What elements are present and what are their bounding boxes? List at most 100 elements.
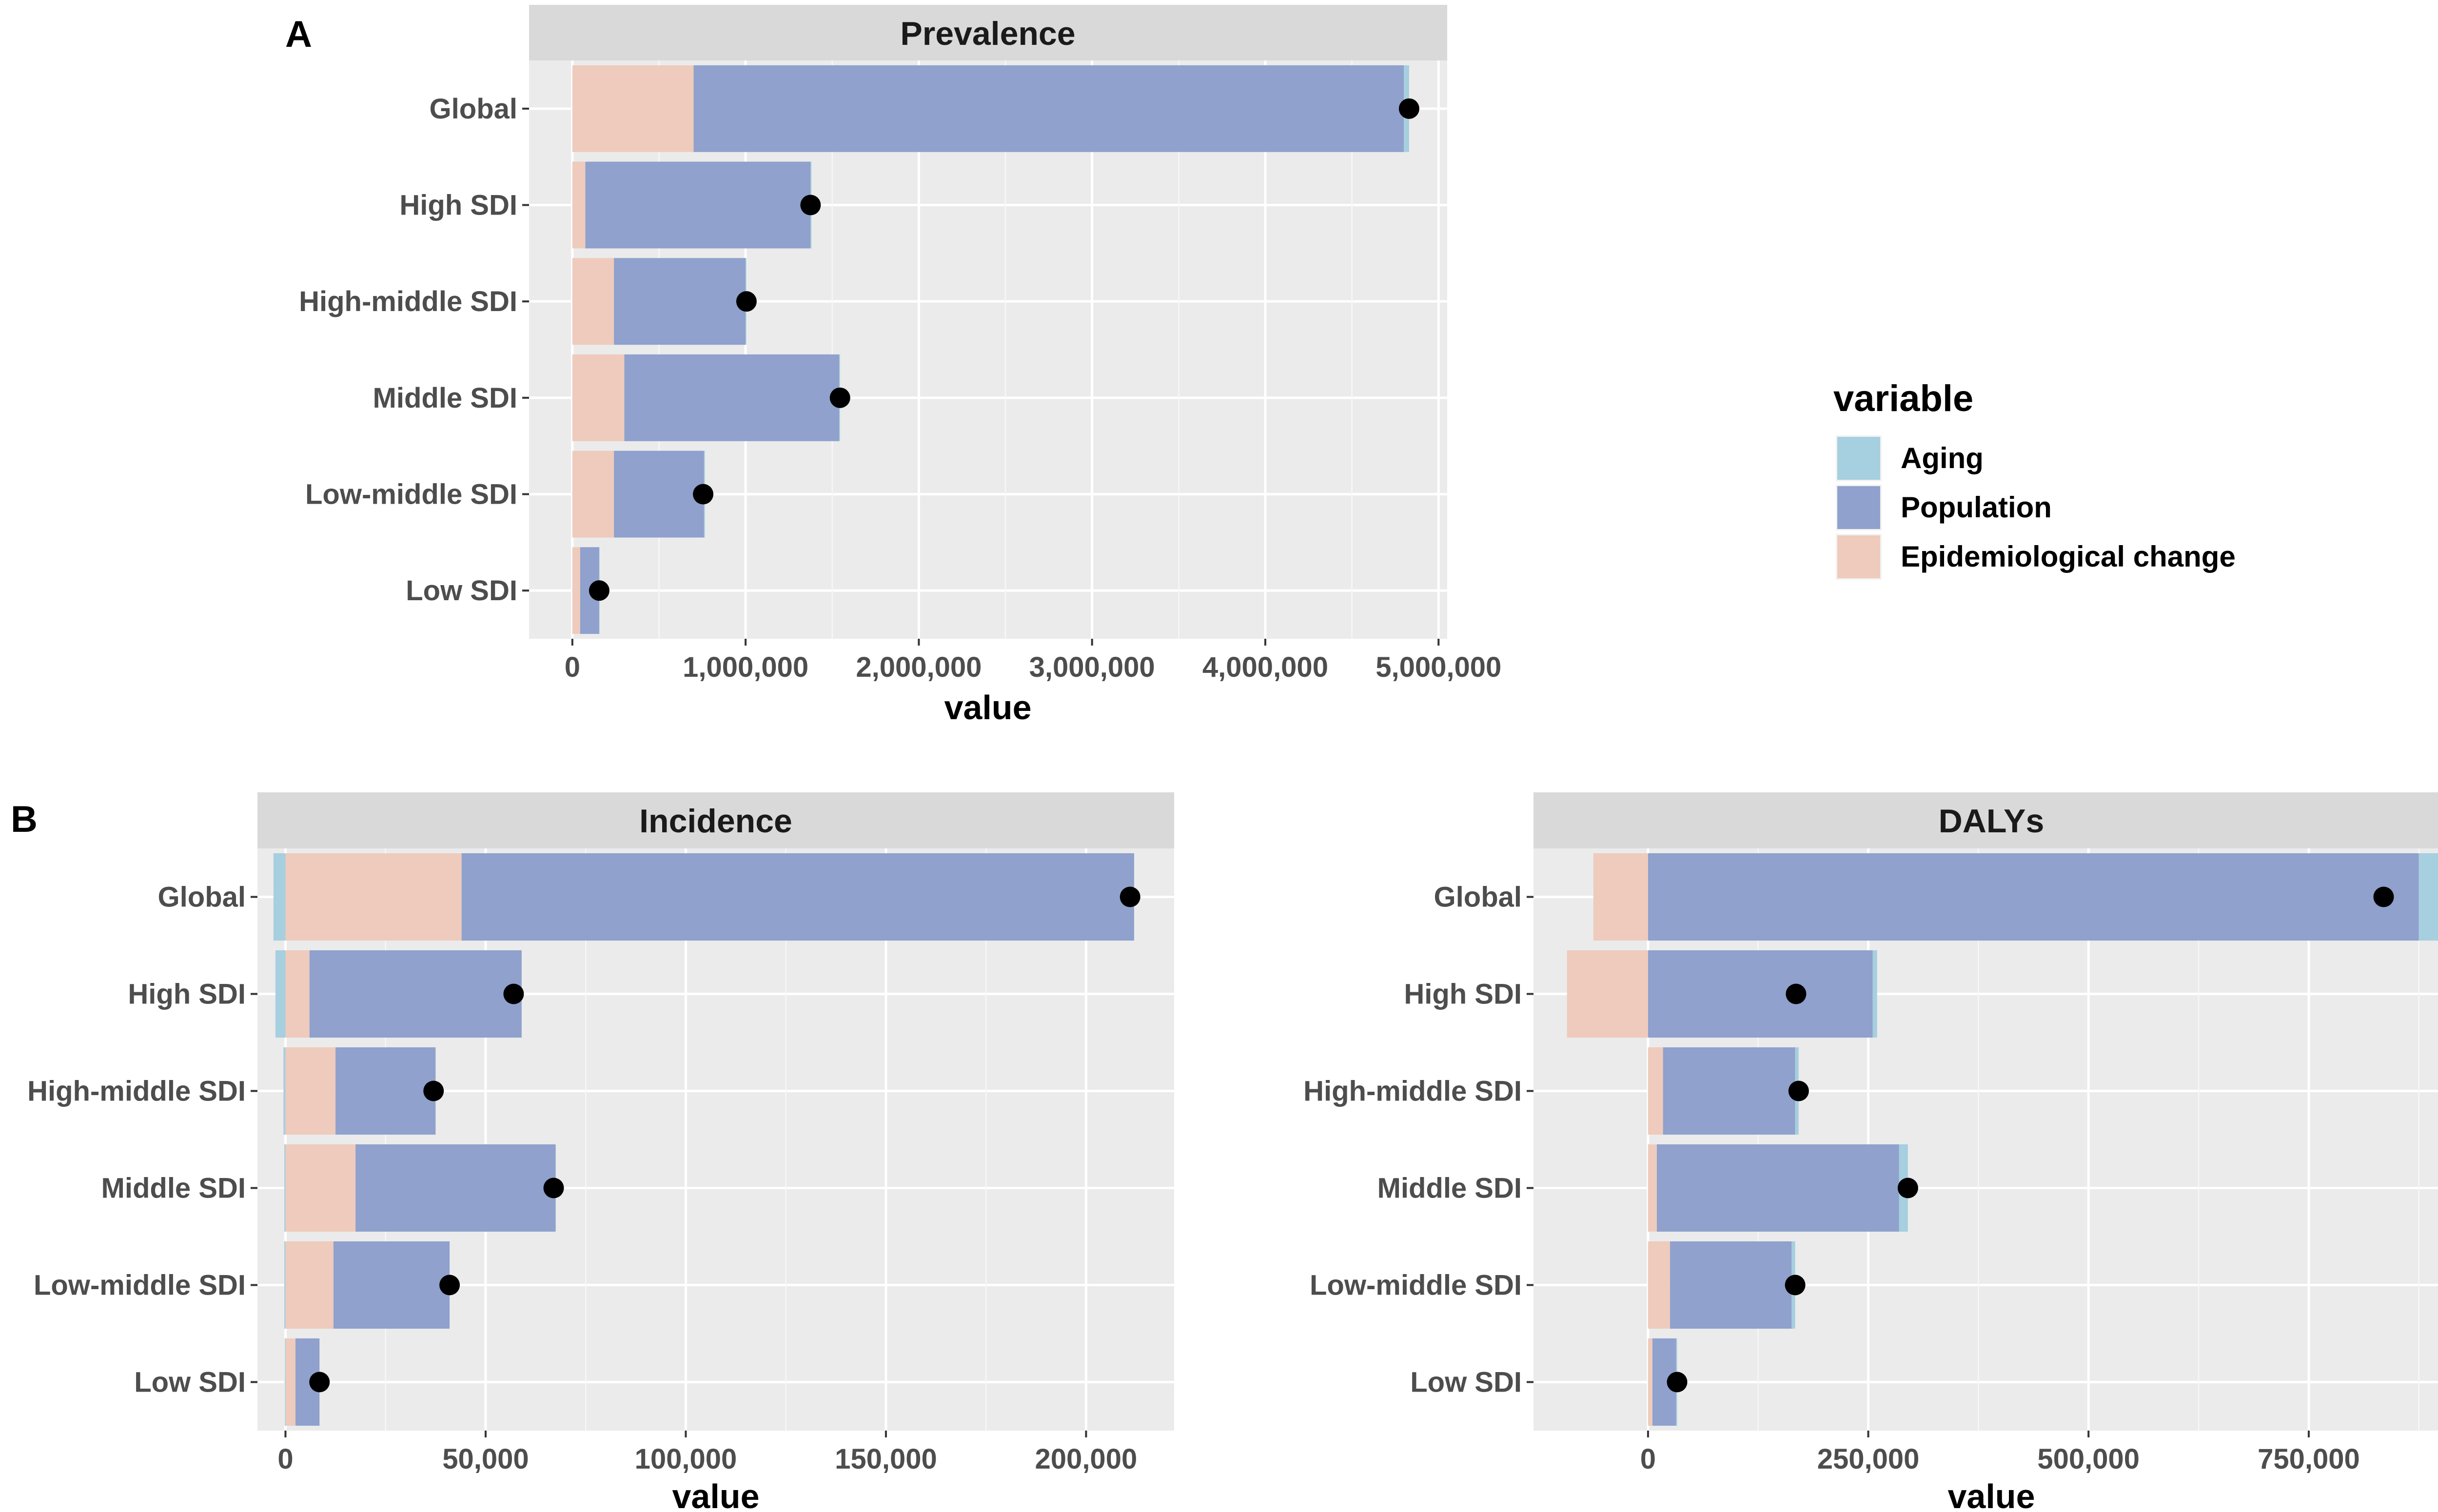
prevalence-total-point-high-middle-sdi — [736, 291, 757, 312]
legend-title: variable — [1833, 378, 1973, 419]
dalys-total-point-middle-sdi — [1897, 1178, 1918, 1198]
incidence-total-point-middle-sdi — [543, 1178, 564, 1198]
legend-swatch-aging — [1837, 437, 1880, 480]
dalys-strip — [1534, 792, 2438, 848]
dalys-bar-global-aging — [2418, 853, 2438, 941]
legend: variable Aging Population Epidemiological … — [1833, 378, 2236, 580]
legend-swatch-epidemiological-change — [1837, 535, 1880, 578]
panel-label-a: A — [285, 14, 312, 55]
dalys-total-point-global — [2373, 886, 2394, 907]
prevalence-xtick-label: 2,000,000 — [856, 651, 982, 683]
dalys-ytick-label-global: Global — [1434, 882, 1522, 913]
dalys-bar-high-sdi-epidemiological-change — [1567, 950, 1648, 1038]
incidence-title: Incidence — [639, 803, 792, 840]
prevalence-panel: Prevalence Global High SDI High-middle SDI… — [299, 5, 1501, 727]
incidence-ytick-label-high-sdi: High SDI — [128, 979, 246, 1010]
prevalence-strip — [529, 5, 1447, 60]
dalys-xtick-label: 750,000 — [2258, 1443, 2360, 1475]
incidence-ytick-label-low-middle-sdi: Low-middle SDI — [34, 1270, 246, 1301]
prevalence-ytick-label-global: Global — [430, 93, 517, 125]
prevalence-xtick-label: 4,000,000 — [1202, 651, 1328, 683]
legend-label-population: Population — [1901, 491, 2052, 524]
prevalence-xtick-label: 1,000,000 — [683, 651, 808, 683]
incidence-bar-high-sdi-epidemiological-change — [285, 950, 310, 1038]
incidence-ytick-label-global: Global — [158, 882, 246, 913]
dalys-xtick-label: 500,000 — [2037, 1443, 2140, 1475]
prevalence-total-point-middle-sdi — [829, 387, 850, 408]
incidence-x-axis-title: value — [672, 1477, 760, 1512]
dalys-bar-global-epidemiological-change — [1593, 853, 1648, 941]
incidence-bar-low-middle-sdi-aging — [284, 1241, 286, 1329]
incidence-xtick-label: 150,000 — [835, 1443, 937, 1475]
legend-swatch-population — [1837, 486, 1880, 529]
dalys-bar-low-middle-sdi-population — [1670, 1241, 1792, 1329]
incidence-total-point-low-middle-sdi — [439, 1275, 460, 1296]
prevalence-bar-high-sdi-epidemiological-change — [572, 161, 586, 249]
prevalence-bar-low-sdi-epidemiological-change — [572, 547, 580, 634]
incidence-total-point-global — [1120, 886, 1140, 907]
prevalence-ytick-label-low-middle-sdi: Low-middle SDI — [305, 479, 517, 511]
dalys-bar-high-middle-sdi-epidemiological-change — [1648, 1047, 1663, 1135]
dalys-title: DALYs — [1939, 803, 2045, 840]
dalys-plot-area — [1534, 848, 2438, 1431]
incidence-bar-middle-sdi-population — [355, 1144, 556, 1232]
incidence-bar-low-middle-sdi-epidemiological-change — [285, 1241, 334, 1329]
legend-label-epidemiological-change: Epidemiological change — [1901, 540, 2236, 573]
incidence-bar-low-sdi-epidemiological-change — [285, 1338, 295, 1426]
incidence-panel: Incidence Global High SDI High-middle SDI M… — [27, 792, 1174, 1512]
dalys-xtick-label: 250,000 — [1817, 1443, 1920, 1475]
incidence-bar-middle-sdi-epidemiological-change — [285, 1144, 356, 1232]
dalys-bar-high-sdi-population — [1648, 950, 1873, 1038]
incidence-total-point-low-sdi — [309, 1372, 330, 1393]
dalys-bar-middle-sdi-epidemiological-change — [1648, 1144, 1657, 1232]
dalys-ytick-label-high-sdi: High SDI — [1404, 979, 1522, 1010]
prevalence-x-axis-title: value — [944, 688, 1032, 727]
dalys-total-point-low-sdi — [1667, 1372, 1688, 1393]
prevalence-total-point-global — [1398, 98, 1419, 119]
legend-label-aging: Aging — [1901, 442, 1984, 474]
incidence-ytick-label-low-sdi: Low SDI — [134, 1367, 246, 1398]
incidence-bar-global-epidemiological-change — [285, 853, 462, 941]
incidence-bar-low-sdi-aging — [284, 1338, 286, 1426]
prevalence-total-point-low-middle-sdi — [693, 484, 714, 505]
prevalence-title: Prevalence — [900, 15, 1075, 52]
dalys-x-axis-title: value — [1948, 1477, 2035, 1512]
incidence-bar-high-middle-sdi-population — [335, 1047, 436, 1135]
incidence-bar-middle-sdi-aging — [284, 1144, 286, 1232]
incidence-bar-global-aging — [273, 853, 286, 941]
incidence-bar-high-sdi-aging — [275, 950, 286, 1038]
incidence-ytick-label-high-middle-sdi: High-middle SDI — [27, 1076, 246, 1107]
prevalence-ytick-label-middle-sdi: Middle SDI — [373, 382, 517, 414]
incidence-total-point-high-middle-sdi — [423, 1080, 444, 1101]
incidence-strip — [257, 792, 1174, 848]
panel-label-b: B — [11, 799, 38, 840]
prevalence-xtick-label: 0 — [565, 651, 580, 683]
incidence-bar-low-middle-sdi-population — [333, 1241, 450, 1329]
prevalence-bar-high-middle-sdi-population — [614, 258, 746, 345]
dalys-xtick-label: 0 — [1640, 1443, 1656, 1475]
prevalence-xtick-label: 5,000,000 — [1376, 651, 1501, 683]
prevalence-bar-high-middle-sdi-epidemiological-change — [572, 258, 614, 345]
incidence-xtick-label: 200,000 — [1035, 1443, 1138, 1475]
dalys-bar-middle-sdi-population — [1656, 1144, 1899, 1232]
incidence-xtick-label: 0 — [277, 1443, 293, 1475]
dalys-bar-high-middle-sdi-population — [1663, 1047, 1795, 1135]
prevalence-plot-area — [529, 60, 1447, 639]
dalys-ytick-label-middle-sdi: Middle SDI — [1377, 1173, 1522, 1204]
prevalence-bar-low-middle-sdi-epidemiological-change — [572, 451, 614, 538]
dalys-total-point-high-middle-sdi — [1788, 1080, 1809, 1101]
incidence-bar-high-sdi-population — [309, 950, 522, 1038]
prevalence-total-point-low-sdi — [589, 580, 610, 601]
dalys-bar-low-middle-sdi-epidemiological-change — [1648, 1241, 1671, 1329]
prevalence-ytick-label-high-middle-sdi: High-middle SDI — [299, 286, 517, 317]
prevalence-ytick-label-high-sdi: High SDI — [399, 190, 517, 221]
dalys-bar-low-sdi-epidemiological-change — [1648, 1338, 1652, 1426]
dalys-total-point-low-middle-sdi — [1785, 1275, 1806, 1296]
prevalence-total-point-high-sdi — [800, 195, 821, 216]
dalys-ytick-label-high-middle-sdi: High-middle SDI — [1303, 1076, 1522, 1107]
prevalence-ytick-label-low-sdi: Low SDI — [406, 575, 517, 607]
prevalence-bar-global-population — [693, 65, 1404, 152]
prevalence-bar-low-middle-sdi-population — [614, 451, 704, 538]
incidence-xtick-label: 100,000 — [635, 1443, 737, 1475]
